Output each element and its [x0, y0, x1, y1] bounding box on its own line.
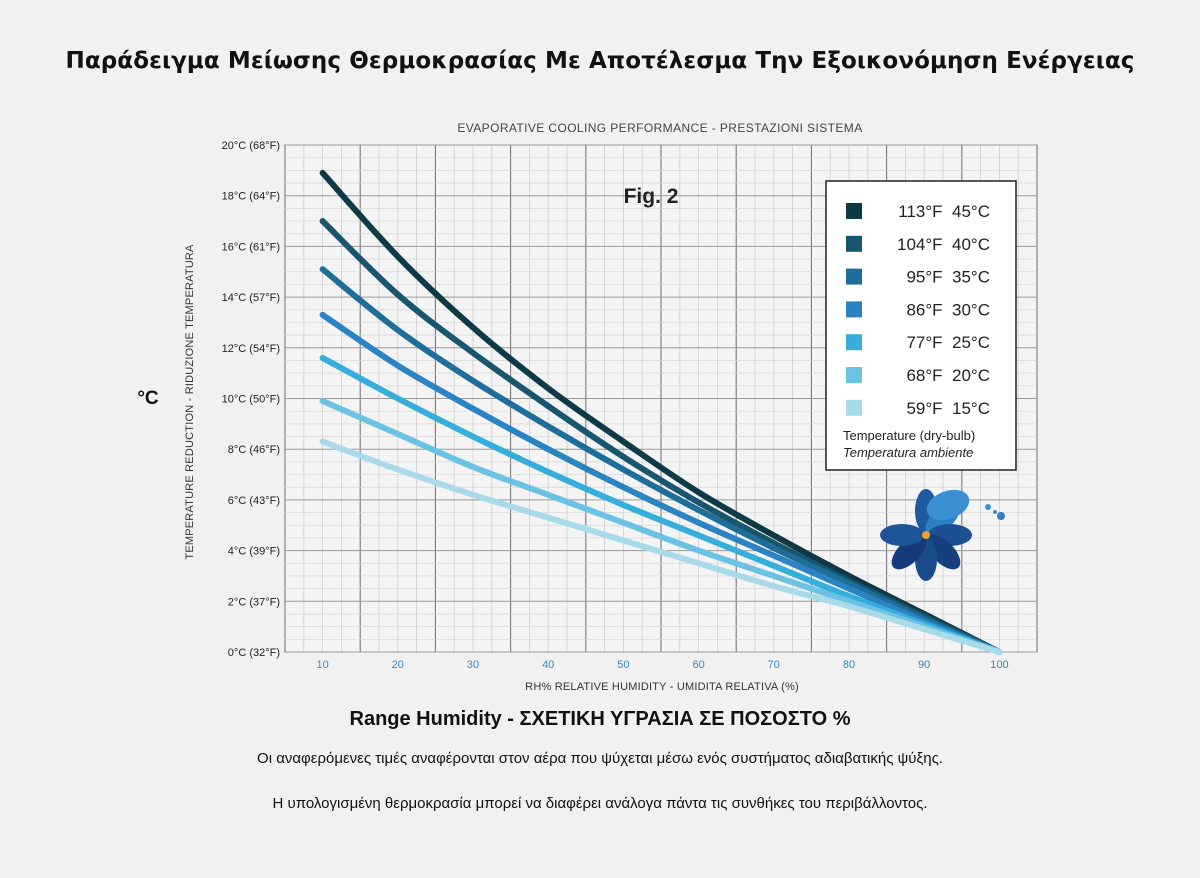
legend-swatch — [846, 301, 862, 318]
y-tick-label: 12°C (54°F) — [222, 343, 280, 355]
y-tick-label: 20°C (68°F) — [222, 140, 280, 152]
legend-swatch — [846, 399, 862, 416]
x-tick-label: 10 — [316, 659, 328, 671]
chart-title: EVAPORATIVE COOLING PERFORMANCE - PRESTA… — [457, 121, 862, 135]
series-line — [319, 438, 1003, 655]
page-title: Παράδειγμα Μείωσης Θερμοκρασίας Με Αποτέ… — [65, 48, 1135, 74]
y-tick-label: 10°C (50°F) — [222, 394, 280, 406]
humidity-range-title: Range Humidity - ΣΧΕΤΙΚΗ ΥΓΡΑΣΙΑ ΣΕ ΠΟΣΟ… — [349, 708, 851, 730]
x-tick-label: 20 — [392, 659, 404, 671]
fig-annotation: Fig. 2 — [624, 185, 679, 208]
series-line — [319, 266, 1003, 655]
legend-label: 104°F 40°C — [897, 235, 990, 254]
series-line — [319, 169, 1003, 655]
legend-swatch — [846, 235, 862, 252]
legend-swatch — [846, 203, 862, 219]
y-tick-label: 6°C (43°F) — [228, 495, 280, 507]
legend-label: 86°F 30°C — [906, 300, 990, 319]
note-adiabatic: Οι αναφερόμενες τιμές αναφέρονται στον α… — [257, 750, 943, 767]
x-tick-label: 100 — [990, 659, 1008, 671]
x-tick-label: 50 — [617, 659, 629, 671]
y-tick-label: 8°C (46°F) — [228, 444, 280, 456]
y-tick-label: 16°C (61°F) — [222, 241, 280, 253]
legend-note-italic: Temperatura ambiente — [843, 445, 973, 460]
legend-label: 59°F 15°C — [906, 399, 990, 418]
y-tick-label: 18°C (64°F) — [222, 191, 280, 203]
x-tick-label: 40 — [542, 659, 554, 671]
x-tick-label: 90 — [918, 659, 930, 671]
unit-label: °C — [137, 388, 159, 409]
legend-items: 113°F 45°C 104°F 40°C 95°F 35°C 86°F 30°C 77… — [846, 202, 990, 418]
legend-box — [825, 180, 1017, 471]
legend-label: 77°F 25°C — [906, 333, 990, 352]
y-axis-ticks: 0°C (32°F) 2°C (37°F) 4°C (39°F) 6°C (43°F)… — [222, 140, 280, 659]
series-lines — [319, 169, 1003, 655]
x-tick-label: 30 — [467, 659, 479, 671]
legend-label: 95°F 35°C — [906, 268, 990, 287]
legend-label: 68°F 20°C — [906, 366, 990, 385]
y-tick-label: 2°C (37°F) — [228, 596, 280, 608]
series-line — [319, 354, 1003, 655]
legend-label: 113°F 45°C — [898, 202, 990, 221]
x-tick-label: 80 — [843, 659, 855, 671]
x-axis-label: RH% RELATIVE HUMIDITY - UMIDITA RELATIVA… — [525, 681, 799, 693]
legend-swatch — [846, 334, 862, 351]
legend-note: Temperature (dry-bulb) — [843, 428, 975, 443]
x-tick-label: 60 — [692, 659, 704, 671]
series-line — [319, 311, 1003, 655]
legend-swatch — [846, 268, 862, 285]
x-axis-ticks: 10 20 30 40 50 60 70 80 90 100 — [316, 659, 1008, 671]
flower-logo-icon — [880, 489, 1005, 581]
chart-legend: 113°F 45°C 104°F 40°C 95°F 35°C 86°F 30°C 77… — [825, 180, 1017, 471]
y-tick-label: 0°C (32°F) — [228, 647, 280, 659]
x-tick-label: 70 — [768, 659, 780, 671]
y-tick-label: 4°C (39°F) — [228, 546, 280, 558]
series-line — [319, 398, 1003, 655]
note-conditions: Η υπολογισμένη θερμοκρασία μπορεί να δια… — [272, 795, 928, 812]
y-tick-label: 14°C (57°F) — [222, 292, 280, 304]
y-axis-label: TEMPERATURE REDUCTION - RIDUZIONE TEMPER… — [184, 244, 196, 560]
legend-swatch — [846, 367, 862, 383]
